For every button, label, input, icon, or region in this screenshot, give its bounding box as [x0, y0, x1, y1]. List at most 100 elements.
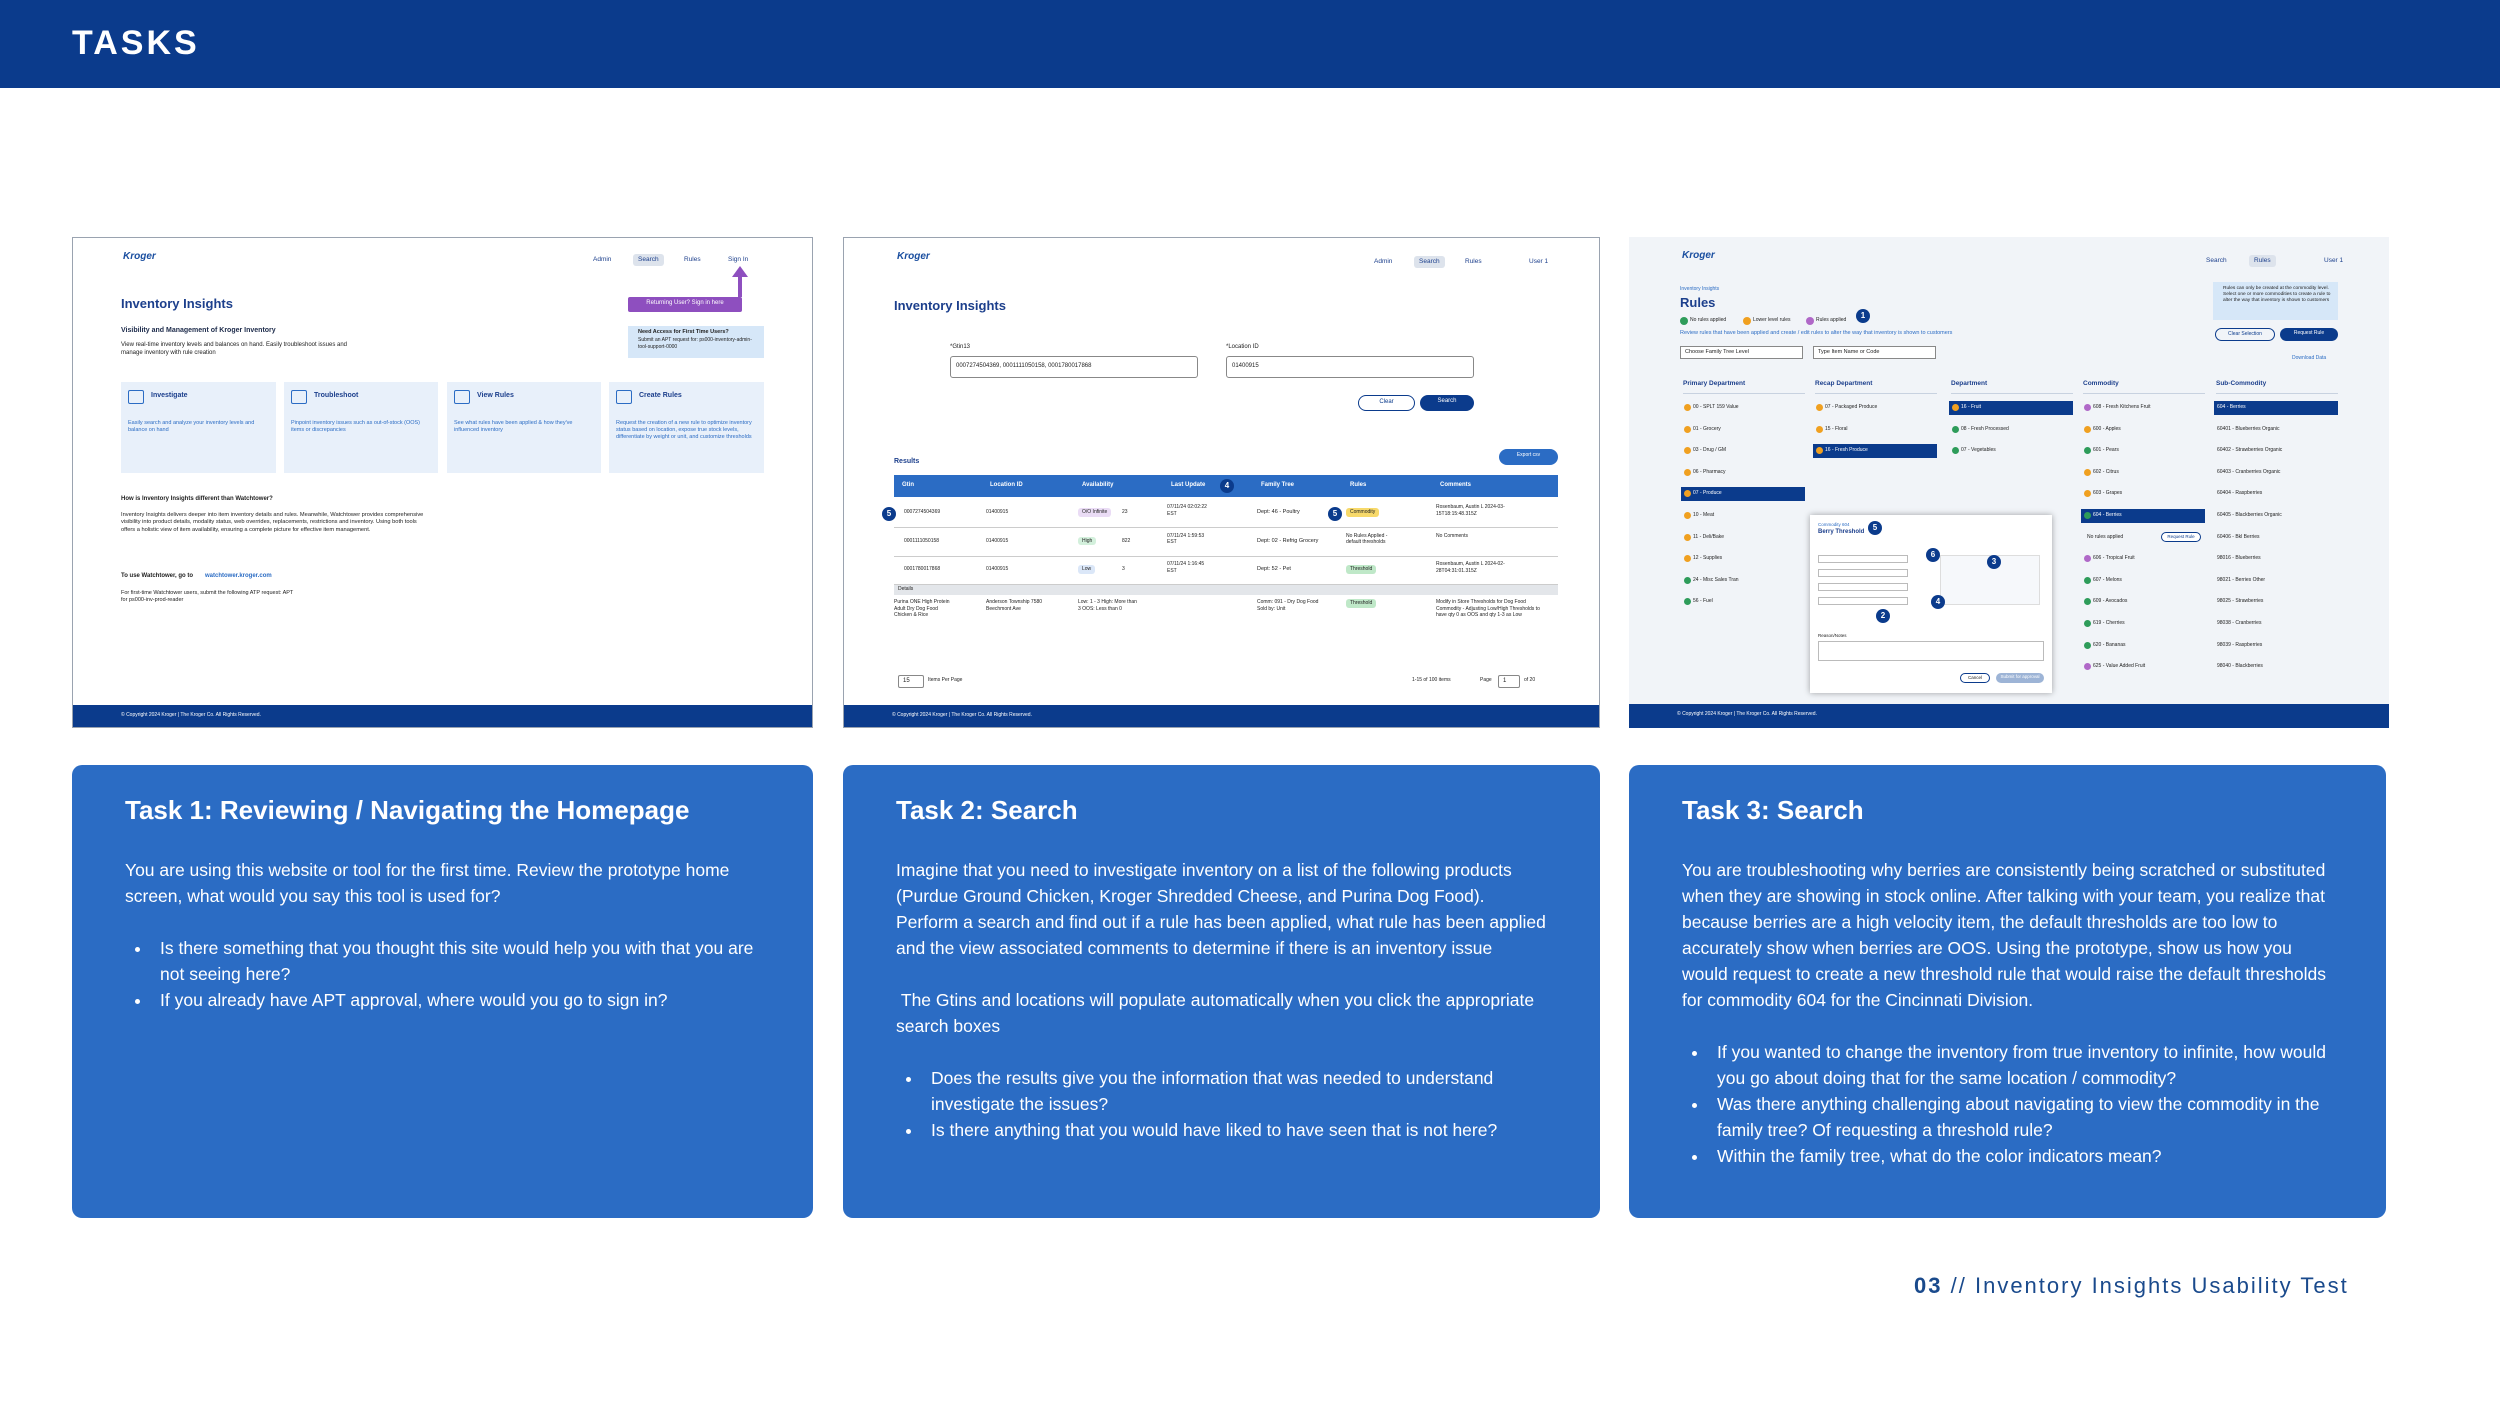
logo: Kroger	[897, 251, 930, 262]
task-card: Task 2: Search Imagine that you need to i…	[843, 765, 1600, 1218]
nav-item: Admin	[1374, 258, 1393, 265]
selected-row	[1949, 401, 2073, 415]
status-dot	[1952, 425, 1959, 433]
card-icon	[291, 390, 307, 404]
callout-text: Returning User? Sign in here	[646, 300, 724, 306]
cell-gtin: 0001111050158	[904, 537, 940, 544]
status-dot	[2084, 663, 2091, 671]
tree-item: 24 - Misc Sales Tran	[1693, 576, 1739, 583]
callout-arrowhead	[732, 266, 748, 277]
notice-title: Need Access for First Time Users?	[638, 329, 729, 335]
pagination-range: 1-15 of 100 items	[1412, 677, 1451, 683]
header-bar: TASKS	[0, 0, 2500, 88]
detail-cell: Modify in Store Thresholds for Dog Food …	[1436, 599, 1540, 618]
page-select: 1	[1498, 675, 1520, 688]
logo: Kroger	[123, 251, 156, 262]
nav-item: Rules	[2249, 255, 2276, 268]
button-label: Clear	[1379, 399, 1394, 405]
availability-badge: O/O Infinite	[1078, 508, 1112, 517]
task-question: If you already have APT approval, where …	[152, 987, 763, 1013]
card-title: Investigate	[151, 392, 188, 399]
tree-item: 15 - Floral	[1825, 425, 1848, 432]
selected-row	[1813, 444, 1937, 459]
cell-family: Dept: 46 - Poultry	[1257, 509, 1300, 515]
tree-item: 609 - Avocados	[2093, 598, 2128, 605]
button-label: Request Rule	[2293, 330, 2325, 336]
tree-item: 98021 - Berries Other	[2217, 576, 2266, 583]
card-icon	[616, 390, 632, 404]
atp-text: For first-time Watchtower users, submit …	[121, 590, 294, 604]
status-dot	[1684, 555, 1691, 563]
task-paragraph: The Gtins and locations will populate au…	[896, 990, 1540, 1036]
status-dot	[1684, 447, 1691, 455]
row-divider	[894, 584, 1558, 585]
tree-item: 98025 - Strawberries	[2217, 598, 2264, 605]
detail-cell: Threshold	[1346, 599, 1377, 608]
cell-qty: 822	[1122, 537, 1131, 544]
cell-gtin: 0007274504369	[904, 509, 941, 515]
export-button: Export csv	[1499, 449, 1558, 465]
status-dot	[1952, 447, 1959, 455]
notes-field	[1818, 641, 2044, 661]
annotation-marker: 1	[1856, 309, 1870, 323]
task-title: Task 1: Reviewing / Navigating the Homep…	[125, 795, 690, 825]
status-dot	[1816, 404, 1823, 411]
tree-item: 10 - Meat	[1693, 512, 1715, 518]
search-screenshot: Kroger Admin Search Rules User 1 Inventory In…	[843, 237, 1600, 728]
tree-item: 07 - Vegetables	[1961, 447, 1996, 454]
status-dot	[2084, 425, 2091, 433]
copyright: © Copyright 2024 Kroger | The Kroger Co.…	[892, 712, 1032, 718]
legend-dot	[1680, 317, 1688, 325]
detail-cell: Low: 1 - 3 High: More than 3 OOS: Less t…	[1078, 599, 1137, 612]
tree-item: 08 - Fresh Processed	[1961, 425, 2009, 432]
feature-card: View Rules See what rules have been appli…	[447, 382, 601, 473]
page-title: Inventory Insights	[121, 296, 233, 311]
clear-button: Clear	[1358, 395, 1415, 411]
card-title: View Rules	[477, 392, 514, 399]
cell-comment: Rosenbaum, Austin L 2024-02-28T04:31:01.…	[1436, 561, 1505, 574]
cell-location: 01400915	[986, 566, 1009, 572]
cell-rule: Threshold	[1346, 565, 1377, 574]
legend-label: No rules applied	[1690, 317, 1727, 323]
tree-item: 98038 - Cranberries	[2217, 620, 2262, 626]
request-rule-small: Request Rule	[2161, 531, 2201, 542]
cell-qty: 23	[1122, 509, 1128, 515]
annotation-marker: 5	[1328, 507, 1342, 521]
homepage-screenshot: Kroger Admin Search Rules Sign In Inventory I…	[72, 237, 813, 728]
select-value: 15	[903, 678, 910, 684]
detail-cell: Comm: 091 - Dry Dog Food Sold by: Unit	[1257, 599, 1319, 612]
notice: Need Access for First Time Users? Submit …	[628, 326, 764, 358]
status-dot	[2084, 490, 2091, 498]
notice-text: Submit an APT request for: ps000-invento…	[638, 337, 752, 350]
notice: Rules can only be created at the commodi…	[2213, 282, 2338, 320]
gtin-input: 0007274504369, 0001111050158, 0001780017…	[950, 356, 1198, 378]
description: View real-time inventory levels and bala…	[121, 342, 348, 356]
button-label: Cancel	[1967, 675, 1982, 680]
tree-item: 604 - Berries	[2217, 404, 2246, 410]
tree-item: 98016 - Blueberries	[2217, 555, 2261, 562]
availability-badge: Low	[1078, 565, 1096, 574]
tree-item: 607 - Melons	[2093, 576, 2122, 583]
status-dot	[2084, 641, 2091, 649]
slide-number: 03	[1914, 1273, 1943, 1298]
submit-button: Submit for approval	[1996, 673, 2044, 683]
callout-arrow	[738, 276, 742, 297]
faq-title: How is Inventory Insights different than…	[121, 496, 273, 502]
cell-family: Dept: 52 - Pet	[1257, 566, 1291, 572]
nav-item: Search	[1414, 256, 1445, 269]
availability-badge: High	[1078, 536, 1097, 545]
selected-row	[1681, 487, 1805, 502]
cell-comment: No Comments	[1436, 532, 1468, 539]
tree-item: 12 - Supplies	[1693, 555, 1723, 562]
task-title: Task 3: Search	[1682, 795, 1864, 825]
tree-item: 07 - Produce	[1693, 490, 1722, 497]
card-text: Request the creation of a new rule to op…	[616, 420, 752, 441]
tree-item: 619 - Cherries	[2093, 620, 2125, 626]
status-dot	[1684, 404, 1691, 411]
watchtower-link: watchtower.kroger.com	[205, 573, 272, 579]
field-label: *Gtin13	[950, 344, 971, 350]
card-text: See what rules have been applied & how t…	[454, 420, 573, 434]
tree-item: 602 - Citrus	[2093, 468, 2119, 475]
tree-item: 01 - Grocery	[1693, 425, 1721, 432]
